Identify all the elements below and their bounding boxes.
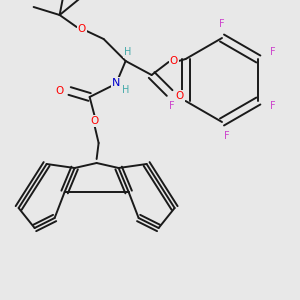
Text: O: O <box>77 24 86 34</box>
Text: H: H <box>124 47 131 57</box>
Text: F: F <box>270 47 275 57</box>
Text: O: O <box>91 116 99 126</box>
Text: F: F <box>219 19 225 29</box>
Text: F: F <box>224 131 230 141</box>
Text: N: N <box>111 78 120 88</box>
Text: F: F <box>270 101 275 111</box>
Text: O: O <box>56 86 64 96</box>
Text: F: F <box>169 101 174 111</box>
Text: O: O <box>176 91 184 101</box>
Text: O: O <box>169 56 178 66</box>
Text: H: H <box>122 85 129 95</box>
